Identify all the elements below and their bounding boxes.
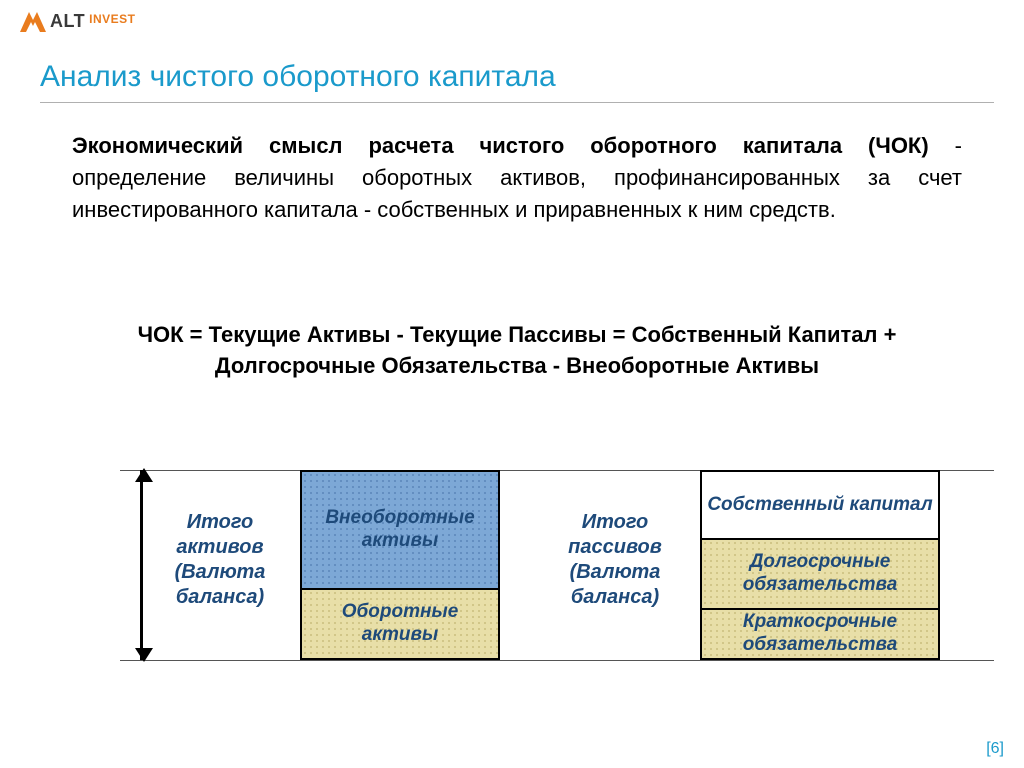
logo: ALT INVEST [20, 10, 136, 32]
assets-total-label: Итого активов (Валюта баланса) [160, 510, 280, 610]
box-non-current-assets: Внеоборотные активы [300, 470, 500, 590]
page-number: [6] [986, 740, 1004, 758]
diagram-bottom-rule [120, 660, 994, 661]
box-current-assets: Оборотные активы [300, 590, 500, 660]
box-long-term-liabilities: Долгосрочные обязательства [700, 540, 940, 610]
box-equity: Собственный капитал [700, 470, 940, 540]
logo-text-main: ALT [50, 11, 85, 32]
logo-text-sub: INVEST [89, 12, 135, 26]
liabilities-total-label: Итого пассивов (Валюта баланса) [550, 510, 680, 610]
formula-text: ЧОК = Текущие Активы - Текущие Пассивы =… [72, 320, 962, 382]
logo-icon [20, 10, 46, 32]
slide-title: Анализ чистого оборотного капитала [40, 60, 994, 103]
total-height-arrow [140, 470, 143, 660]
paragraph-lead: Экономический смысл расчета чистого обор… [72, 133, 929, 158]
intro-paragraph: Экономический смысл расчета чистого обор… [72, 130, 962, 226]
box-short-term-liabilities: Краткосрочные обязательства [700, 610, 940, 660]
balance-diagram: Итого активов (Валюта баланса) Итого пас… [60, 470, 994, 690]
